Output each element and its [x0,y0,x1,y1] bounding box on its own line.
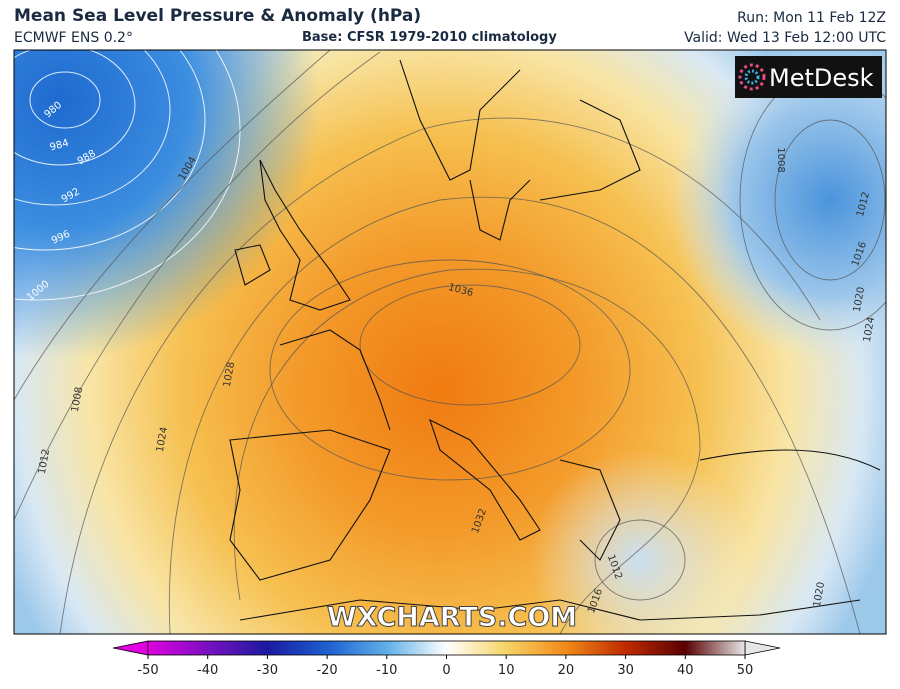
colorbar-tick-label: -30 [257,663,278,678]
watermark: WXCHARTS.COM [327,602,577,633]
logo: MetDesk [769,64,874,92]
colorbar-tick-label: -20 [316,663,337,678]
colorbar-tick-label: 0 [442,663,450,678]
isobar-label: 1008 [775,147,786,172]
colorbar-tick-label: -50 [137,663,158,678]
colorbar-tick-label: 20 [558,663,575,678]
colorbar-high-extend [744,640,781,656]
subtitle: ECMWF ENS 0.2° [14,30,133,46]
run-time: Run: Mon 11 Feb 12Z [737,10,886,26]
title: Mean Sea Level Pressure & Anomaly (hPa) [14,6,422,26]
colorbar-tick-label: 10 [498,663,515,678]
colorbar: -50 -40 -30 -20 -10 0 10 20 30 40 50 [112,640,781,678]
colorbar-tick-label: 40 [677,663,694,678]
isobar-label: 1008 [70,386,85,413]
isobar-label: 1020 [812,581,827,608]
logo-box: MetDesk [735,56,882,98]
isobar-label: 1024 [862,316,877,343]
colorbar-tick-label: -10 [376,663,397,678]
isobar-label: 1028 [222,361,237,388]
base-note: Base: CFSR 1979-2010 climatology [302,30,557,45]
colorbar-low-extend [112,640,149,656]
colorbar-tick-label: -40 [197,663,218,678]
map [14,50,886,634]
isobar-label: 1024 [155,426,170,453]
map-frame [13,49,887,635]
colorbar-ramp [147,640,746,656]
isobar-label: 1012 [37,448,52,475]
isobar-label: 1020 [852,286,867,313]
colorbar-tick-label: 50 [737,663,754,678]
colorbar-tick-label: 30 [617,663,634,678]
valid-time: Valid: Wed 13 Feb 12:00 UTC [684,30,886,46]
isobar-label: 984 [49,138,70,154]
